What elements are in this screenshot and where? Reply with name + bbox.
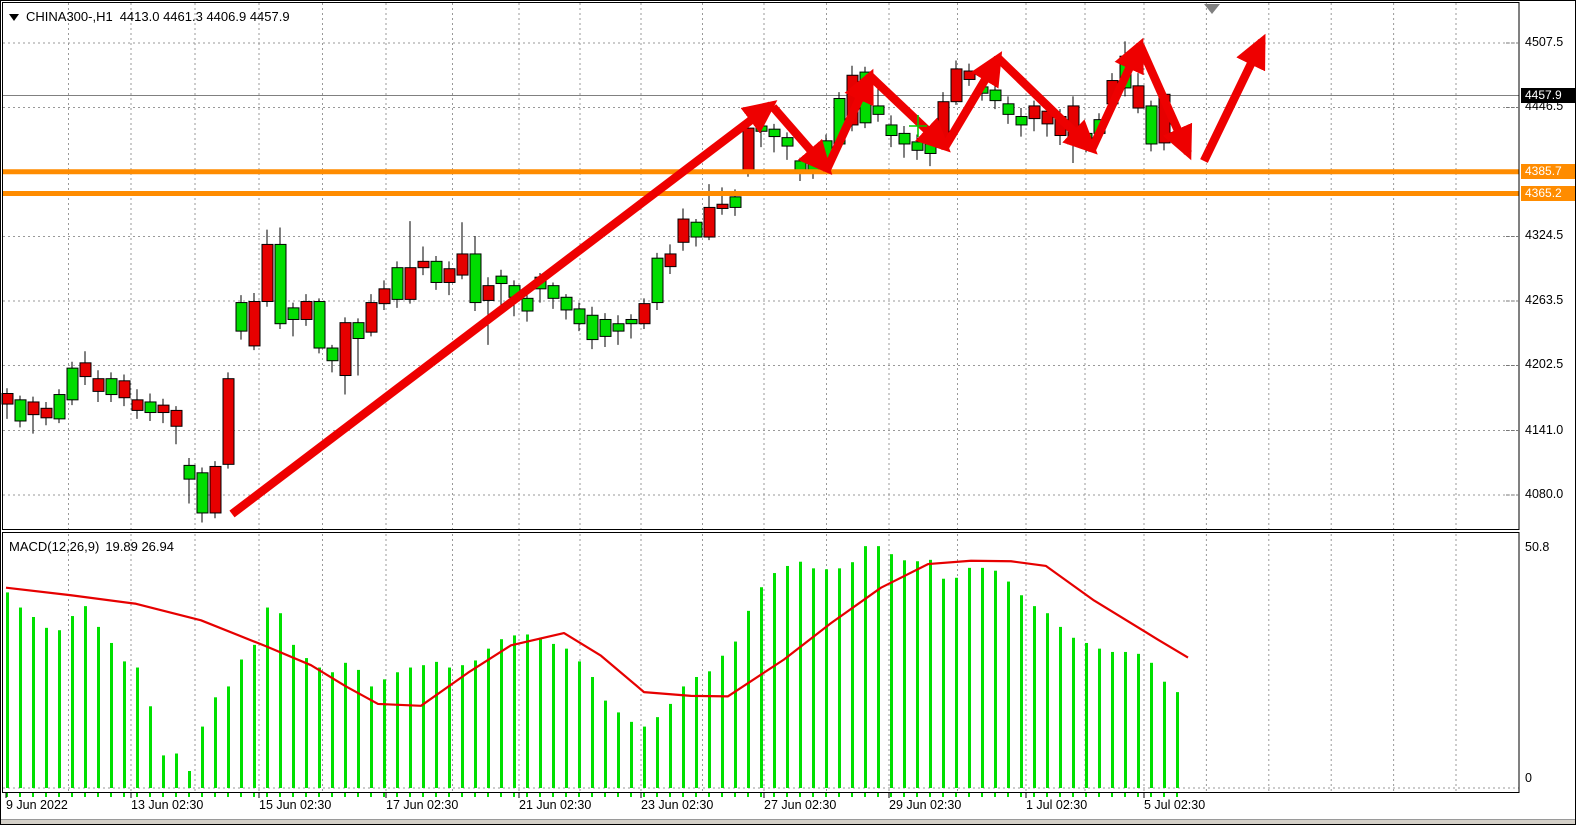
macd-axis-label: 50.8	[1525, 540, 1550, 555]
window-bottom-edge	[1, 819, 1575, 824]
time-axis-label: 23 Jun 02:30	[641, 798, 714, 812]
current-price-badge: 4457.9	[1521, 87, 1575, 103]
time-axis-label: 29 Jun 02:30	[889, 798, 962, 812]
macd-signal-line	[5, 559, 1189, 707]
main-pane-border	[2, 2, 1520, 530]
macd-header: MACD(12,26,9) 19.89 26.94	[9, 539, 174, 554]
axis-tick-marks	[5, 42, 1519, 798]
price-axis-label: 4507.5	[1525, 35, 1564, 49]
time-axis-label: 21 Jun 02:30	[519, 798, 592, 812]
price-axis-label: 4263.5	[1525, 292, 1564, 307]
support-resistance-lines	[3, 169, 1519, 196]
price-axis-label: 4324.5	[1525, 228, 1564, 243]
time-axis-label: 5 Jul 02:30	[1144, 798, 1206, 812]
level-price-badge: 4385.7	[1521, 164, 1575, 180]
time-axis-label: 13 Jun 02:30	[131, 798, 204, 812]
macd-current-values: 19.89 26.94	[105, 539, 174, 554]
macd-pane-border	[2, 532, 1520, 793]
candlesticks	[1, 41, 1171, 523]
macd-histogram	[6, 546, 1179, 797]
price-axis-label: 4202.5	[1525, 357, 1564, 372]
trend-arrows[interactable]	[229, 33, 1266, 518]
time-axis-label: 9 Jun 2022	[6, 798, 68, 812]
time-axis-label: 17 Jun 02:30	[386, 798, 459, 812]
time-axis-label: 27 Jun 02:30	[764, 798, 837, 812]
level-price-badge: 4365.2	[1521, 185, 1575, 201]
time-axis-label: 1 Jul 02:30	[1026, 798, 1088, 812]
macd-indicator-label: MACD(12,26,9)	[9, 539, 100, 554]
chart-shift-marker-icon[interactable]	[1204, 4, 1220, 14]
crosshair-icon	[909, 115, 927, 137]
symbol-dropdown-icon[interactable]	[9, 14, 19, 21]
price-axis-label: 4141.0	[1525, 422, 1564, 437]
time-axis-label: 15 Jun 02:30	[259, 798, 332, 812]
chart-symbol-title: CHINA300-,H1	[26, 9, 113, 24]
price-axis-label: 4080.0	[1525, 486, 1564, 501]
chart-header: CHINA300-,H1 4413.0 4461.3 4406.9 4457.9	[9, 9, 290, 24]
macd-axis-label: 0	[1525, 771, 1532, 785]
chart-ohlc-values: 4413.0 4461.3 4406.9 4457.9	[119, 9, 290, 24]
price-axis-label: 4446.5	[1525, 99, 1564, 114]
